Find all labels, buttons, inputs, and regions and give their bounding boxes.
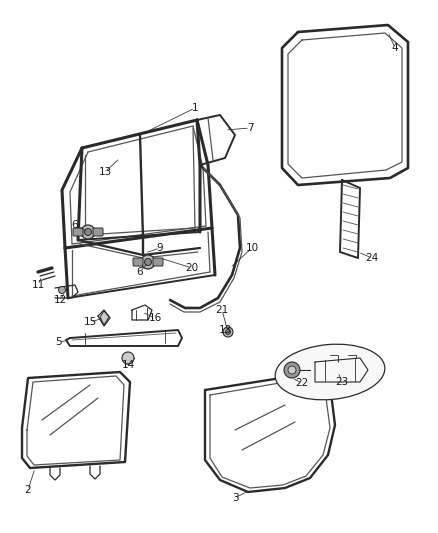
Text: 7: 7 xyxy=(247,123,253,133)
Text: 6: 6 xyxy=(72,220,78,230)
Text: 22: 22 xyxy=(295,378,309,388)
FancyBboxPatch shape xyxy=(133,258,143,266)
Circle shape xyxy=(145,259,152,265)
Circle shape xyxy=(226,329,230,335)
Circle shape xyxy=(223,327,233,337)
FancyBboxPatch shape xyxy=(73,228,83,236)
Text: 9: 9 xyxy=(157,243,163,253)
Text: 10: 10 xyxy=(245,243,258,253)
Circle shape xyxy=(288,366,296,374)
Text: 11: 11 xyxy=(32,280,45,290)
Polygon shape xyxy=(100,311,109,325)
FancyBboxPatch shape xyxy=(153,258,163,266)
Circle shape xyxy=(284,362,300,378)
Circle shape xyxy=(122,352,134,364)
Text: 20: 20 xyxy=(185,263,198,273)
Circle shape xyxy=(59,287,66,294)
Ellipse shape xyxy=(275,344,385,400)
Text: 23: 23 xyxy=(336,377,349,387)
Text: 1: 1 xyxy=(192,103,198,113)
Circle shape xyxy=(85,229,92,236)
Text: 13: 13 xyxy=(219,325,232,335)
Text: 13: 13 xyxy=(99,167,112,177)
FancyBboxPatch shape xyxy=(93,228,103,236)
Text: 5: 5 xyxy=(55,337,61,347)
Text: 4: 4 xyxy=(392,43,398,53)
Text: 2: 2 xyxy=(25,485,31,495)
Text: 3: 3 xyxy=(232,493,238,503)
Text: 15: 15 xyxy=(83,317,97,327)
Circle shape xyxy=(81,225,95,239)
Text: 14: 14 xyxy=(121,360,134,370)
Circle shape xyxy=(141,255,155,269)
Text: 21: 21 xyxy=(215,305,229,315)
Text: 24: 24 xyxy=(365,253,378,263)
Text: 12: 12 xyxy=(53,295,67,305)
Text: 6: 6 xyxy=(137,267,143,277)
Text: 16: 16 xyxy=(148,313,162,323)
